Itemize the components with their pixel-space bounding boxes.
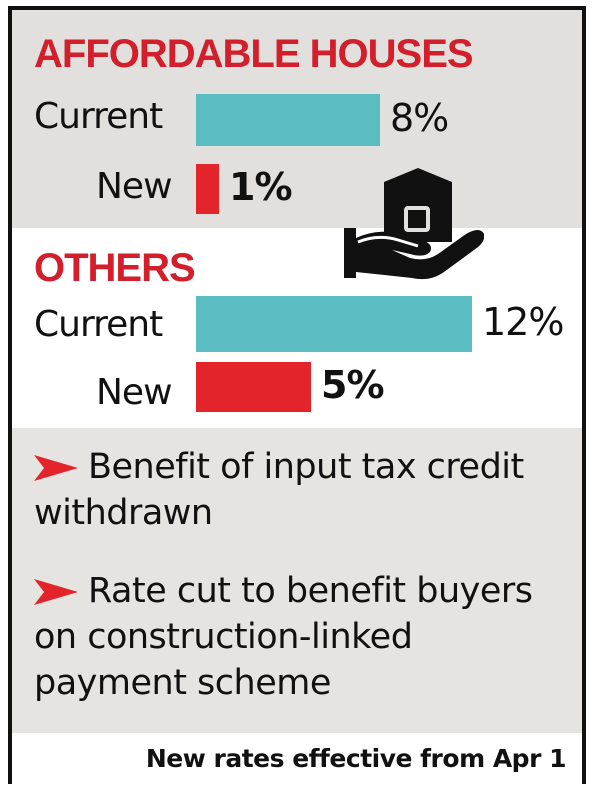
affordable-new-value: 1%: [229, 165, 293, 209]
note-text: Rate cut to benefit buyers on constructi…: [34, 571, 533, 703]
notes-section: [12, 428, 582, 733]
others-current-label: Current: [34, 304, 163, 345]
hand-holding-house-icon: [344, 168, 484, 280]
others-current-bar: [196, 296, 472, 352]
affordable-current-label: Current: [34, 96, 163, 137]
others-new-label: New: [96, 372, 173, 413]
others-current-value: 12%: [482, 300, 564, 344]
affordable-houses-title: AFFORDABLE HOUSES: [34, 32, 474, 76]
others-new-bar: [196, 362, 311, 412]
red-arrow-icon: [34, 455, 78, 481]
others-new-value: 5%: [321, 363, 385, 407]
note-item: Rate cut to benefit buyers on constructi…: [34, 568, 574, 706]
footer-section: [12, 733, 582, 784]
affordable-current-value: 8%: [390, 96, 449, 140]
footer-note: New rates effective from Apr 1: [145, 744, 567, 773]
note-text: Benefit of input tax credit withdrawn: [34, 447, 524, 533]
affordable-new-label: New: [96, 166, 173, 207]
infographic-frame: AFFORDABLE HOUSES Current 8% New 1% OTHE…: [8, 6, 586, 784]
affordable-new-bar: [196, 164, 219, 214]
affordable-current-bar: [196, 94, 380, 146]
note-item: Benefit of input tax credit withdrawn: [34, 444, 574, 536]
red-arrow-icon: [34, 579, 78, 605]
others-title: OTHERS: [34, 246, 196, 290]
